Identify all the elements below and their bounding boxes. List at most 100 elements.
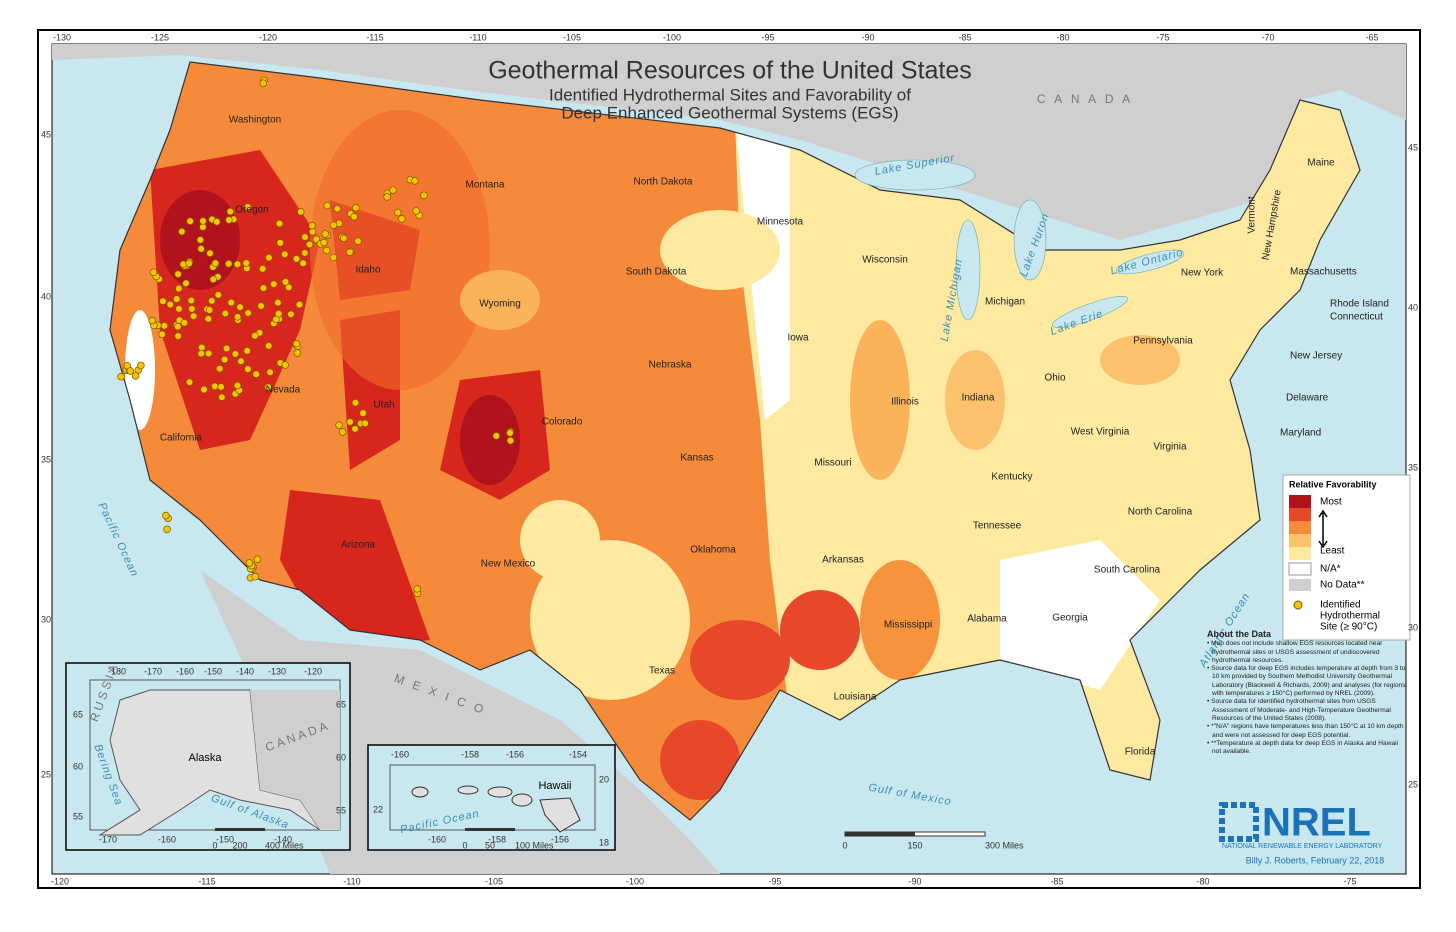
about-note: Map does not include shallow EGS resourc… [1207, 640, 1407, 665]
hydrothermal-site [506, 429, 514, 437]
hydrothermal-site [293, 349, 302, 357]
legend-label: Most [1320, 497, 1342, 508]
inset-graticule: 18 [599, 837, 609, 847]
graticule-label: 45 [41, 129, 51, 139]
hydrothermal-site [264, 383, 272, 391]
hydrothermal-site [175, 284, 183, 293]
state-label: Michigan [985, 297, 1025, 308]
graticule-label: -110 [469, 32, 486, 42]
hydrothermal-site [492, 432, 501, 440]
state-label: Idaho [355, 265, 380, 276]
legend-swatches [1288, 495, 1328, 610]
hydrothermal-site [243, 347, 251, 355]
state-label: Arkansas [822, 555, 864, 566]
canada-land [250, 690, 340, 830]
graticule-label: 35 [41, 454, 51, 464]
state-label: Connecticut [1330, 312, 1383, 323]
hydrothermal-site [245, 559, 254, 567]
hydrothermal-site [242, 259, 251, 267]
hydrothermal-site [180, 319, 189, 327]
inset-label: Alaska [188, 752, 222, 764]
graticule-label: -100 [626, 876, 644, 886]
hydrothermal-site [270, 280, 278, 288]
state-label: North Carolina [1128, 507, 1193, 518]
hydrothermal-site [299, 259, 307, 267]
scale-bar [215, 828, 265, 831]
hydrothermal-site [211, 382, 219, 391]
hydrothermal-site [274, 298, 282, 307]
graticule-label: -125 [151, 32, 169, 42]
state-label: Oregon [235, 205, 268, 216]
scale-label: 0 [212, 840, 217, 850]
scale-label: 150 [907, 840, 922, 850]
state-label: Minnesota [757, 217, 804, 228]
hydrothermal-site [359, 409, 367, 417]
hydrothermal-site [182, 279, 190, 288]
hydrothermal-site [393, 208, 402, 217]
hydrothermal-site [224, 259, 233, 268]
map-subtitle: Identified Hydrothermal Sites and Favora… [549, 85, 911, 104]
hydrothermal-site [218, 393, 226, 402]
inset-graticule: -140 [274, 834, 292, 844]
hydrothermal-site [281, 278, 290, 286]
state-label: Wyoming [479, 299, 521, 310]
scale-label: 0 [842, 840, 847, 850]
inset-label: Hawaii [538, 780, 571, 792]
graticule-label: -105 [485, 876, 503, 886]
hydrothermal-site [220, 355, 229, 364]
hydrothermal-site [117, 372, 125, 381]
hydrothermal-site [264, 342, 273, 350]
inset-graticule: 55 [336, 805, 346, 815]
graticule-label: -105 [563, 32, 581, 42]
inset-graticule: -150 [204, 666, 222, 676]
state-label: Missouri [814, 458, 851, 469]
hydrothermal-site [320, 238, 328, 247]
hydrothermal-site [346, 418, 354, 426]
hydrothermal-site [383, 193, 391, 201]
hydrothermal-site [225, 216, 233, 224]
graticule-label: 40 [1408, 302, 1418, 312]
hydrothermal-site [413, 585, 421, 593]
hydrothermal-site [137, 361, 145, 370]
hydrothermal-site [205, 306, 214, 314]
hydrothermal-site [148, 316, 156, 325]
state-label: Louisiana [834, 692, 877, 703]
hydrothermal-site [204, 315, 213, 323]
hydrothermal-site [281, 250, 289, 259]
hydrothermal-site [187, 296, 195, 305]
hydrothermal-site [335, 421, 343, 429]
legend-label: Hydrothermal [1320, 611, 1380, 622]
hawaii-inset [367, 744, 616, 851]
hawaii-islands [411, 785, 581, 833]
graticule-label: -80 [1056, 32, 1069, 42]
state-label: West Virginia [1071, 427, 1130, 438]
state-label: Kentucky [991, 472, 1032, 483]
graticule-label: -100 [663, 32, 681, 42]
about-note: Source data for deep EGS includes temper… [1207, 665, 1407, 698]
hydrothermal-site [506, 436, 515, 445]
inset-graticule: 65 [336, 699, 346, 709]
hydrothermal-site [213, 218, 221, 226]
hydrothermal-site [389, 186, 397, 194]
hydrothermal-site [351, 398, 360, 407]
graticule-label: -95 [768, 876, 781, 886]
graticule-label: 30 [41, 614, 51, 624]
hydrothermal-site [352, 204, 360, 212]
hydrothermal-site [126, 367, 135, 375]
hydrothermal-site [185, 259, 193, 268]
about-heading: About the Data [1207, 629, 1271, 639]
inset-graticule: 22 [373, 804, 383, 814]
logo-full: NATIONAL RENEWABLE ENERGY LABORATORY [1222, 843, 1383, 850]
graticule-label: -120 [259, 32, 277, 42]
hydrothermal-site [257, 302, 265, 310]
state-label: Iowa [787, 333, 809, 344]
legend-title: Relative Favorability [1289, 479, 1377, 489]
hydrothermal-site [259, 284, 268, 292]
hydrothermal-site [244, 203, 252, 211]
inset-graticule: -156 [551, 834, 569, 844]
inset-graticule: 65 [73, 709, 83, 719]
hydrothermal-site [251, 572, 260, 581]
state-label: Colorado [542, 417, 583, 428]
hydrothermal-site [189, 312, 198, 320]
graticule-label: 45 [1408, 142, 1418, 152]
